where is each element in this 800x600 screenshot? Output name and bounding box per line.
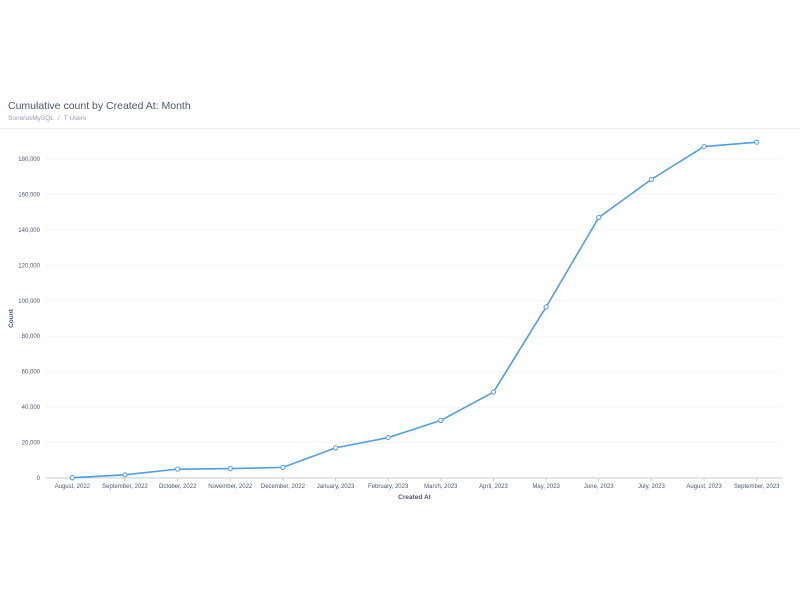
data-point[interactable]: [490, 389, 497, 395]
y-tick-label: 80,000: [22, 334, 41, 340]
breadcrumb-database[interactable]: SonorusMySQL: [8, 115, 54, 122]
x-tick-label: May, 2023: [532, 484, 560, 490]
line-chart: 0 20,000 40,000 60,000 80,000 100,000 120,000 1…: [8, 139, 783, 501]
y-tick-label: 40,000: [22, 405, 41, 411]
x-tick-label: March, 2023: [424, 484, 458, 490]
data-point[interactable]: [701, 143, 707, 150]
x-tick-label: July, 2023: [638, 484, 666, 490]
x-tick-label: January, 2023: [317, 484, 355, 490]
x-tick-label: December, 2022: [261, 484, 306, 490]
data-point[interactable]: [122, 472, 128, 478]
x-tick-label: April, 2023: [479, 484, 508, 490]
breadcrumb-separator: /: [57, 115, 60, 122]
x-tick-label: August, 2023: [686, 484, 722, 490]
header-divider: [0, 128, 800, 129]
chart-title[interactable]: Cumulative count by Created At: Month: [8, 100, 191, 112]
data-point[interactable]: [438, 417, 444, 424]
data-point[interactable]: [385, 434, 391, 441]
data-point[interactable]: [543, 304, 549, 310]
x-tick-label: February, 2023: [368, 484, 409, 490]
data-point[interactable]: [227, 466, 233, 472]
y-tick-label: 60,000: [22, 370, 41, 376]
breadcrumb-table[interactable]: T Users: [63, 115, 87, 122]
breadcrumb: SonorusMySQL / T Users: [8, 115, 191, 122]
data-point[interactable]: [754, 139, 760, 145]
x-tick-label: November, 2022: [208, 484, 253, 490]
y-tick-label: 160,000: [18, 192, 40, 198]
x-tick-label: June, 2023: [584, 484, 614, 490]
data-point[interactable]: [648, 176, 654, 182]
x-tick-label: September, 2022: [102, 484, 148, 490]
y-tick-label: 120,000: [18, 263, 40, 269]
chart-card: Cumulative count by Created At: Month So…: [0, 92, 800, 506]
y-tick-label: 0: [37, 476, 41, 482]
data-point[interactable]: [175, 466, 181, 472]
data-point[interactable]: [280, 464, 286, 470]
y-tick-label: 180,000: [18, 157, 40, 163]
series-line: [72, 141, 757, 479]
x-tick-label: October, 2022: [159, 484, 197, 490]
x-tick-label: September, 2023: [734, 484, 780, 490]
y-tick-label: 20,000: [22, 441, 41, 447]
chart-header: Cumulative count by Created At: Month So…: [8, 100, 191, 122]
y-tick-label: 140,000: [18, 228, 40, 234]
data-point[interactable]: [332, 445, 339, 451]
x-tick-label: August, 2022: [55, 484, 91, 490]
data-point[interactable]: [69, 475, 75, 481]
data-point[interactable]: [596, 214, 602, 221]
y-tick-label: 100,000: [18, 299, 40, 305]
x-axis-title: Created At: [398, 494, 431, 501]
y-axis-title: Count: [8, 308, 15, 328]
